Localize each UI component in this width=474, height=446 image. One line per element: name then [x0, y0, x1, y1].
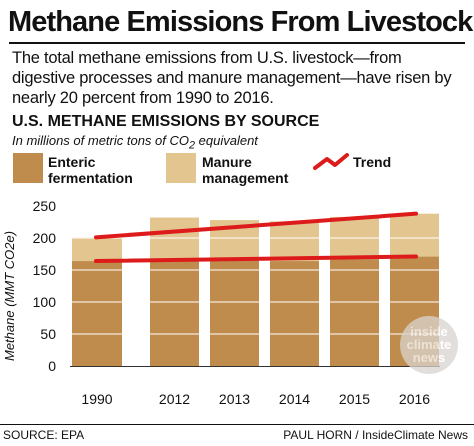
x-tick-label-2015: 2015 — [339, 391, 370, 407]
y-tick-label-100: 100 — [33, 294, 57, 310]
trend-line-enteric — [94, 254, 418, 264]
chart-heading: U.S. METHANE EMISSIONS BY SOURCE — [12, 113, 320, 130]
units-text-end: equivalent — [195, 133, 258, 148]
bar-manure-2014 — [270, 221, 319, 262]
bar-manure-2016 — [390, 213, 439, 257]
x-tick-label-2016: 2016 — [399, 391, 430, 407]
legend-swatch-manure — [166, 153, 196, 183]
bar-enteric-2014 — [270, 261, 319, 366]
x-tick-label-2013: 2013 — [219, 391, 250, 407]
y-tick-label-250: 250 — [33, 198, 57, 214]
y-tick-label-200: 200 — [33, 230, 57, 246]
bar-enteric-2012 — [150, 259, 199, 366]
bar-manure-1990 — [72, 237, 122, 262]
watermark-line2: climate — [406, 337, 452, 352]
chart-subtitle: The total methane emissions from U.S. li… — [12, 49, 452, 107]
chart-title: Methane Emissions From Livestock — [8, 6, 473, 38]
x-tick-label-2014: 2014 — [279, 391, 310, 407]
units-text: In millions of metric tons of CO — [12, 133, 189, 148]
legend-label-manure: Manure management — [202, 154, 288, 186]
credit-note: PAUL HORN / InsideClimate News — [283, 428, 468, 442]
watermark-line1: inside — [410, 324, 448, 339]
bar-enteric-1990 — [72, 261, 122, 366]
watermark-line3: news — [412, 350, 446, 365]
bar-manure-2012 — [150, 217, 199, 260]
source-note: SOURCE: EPA — [3, 428, 85, 442]
legend-label-enteric: Enteric fermentation — [48, 154, 133, 186]
title-divider — [9, 42, 465, 44]
legend-label-trend: Trend — [353, 154, 392, 170]
legend-label-enteric-line1: Enteric — [48, 154, 96, 170]
footer-divider — [0, 424, 474, 425]
y-tick-label-150: 150 — [33, 262, 57, 278]
units-subscript: 2 — [189, 139, 196, 152]
y-tick-label-50: 50 — [40, 326, 56, 342]
legend-label-manure-line1: Manure — [202, 154, 252, 170]
watermark-logo: inside climate news — [400, 316, 458, 374]
x-tick-label-1990: 1990 — [81, 391, 112, 407]
bar-enteric-2013 — [210, 260, 259, 366]
legend-label-enteric-line2: fermentation — [48, 170, 133, 186]
x-tick-label-2012: 2012 — [159, 391, 190, 407]
legend-swatch-enteric — [13, 153, 43, 183]
legend-label-manure-line2: management — [202, 170, 289, 186]
legend-trend-icon — [313, 153, 349, 170]
y-tick-label-0: 0 — [48, 358, 56, 374]
chart-units: In millions of metric tons of CO2 equiva… — [12, 133, 258, 152]
trend-line-total — [94, 211, 418, 240]
bar-enteric-2015 — [330, 259, 379, 366]
